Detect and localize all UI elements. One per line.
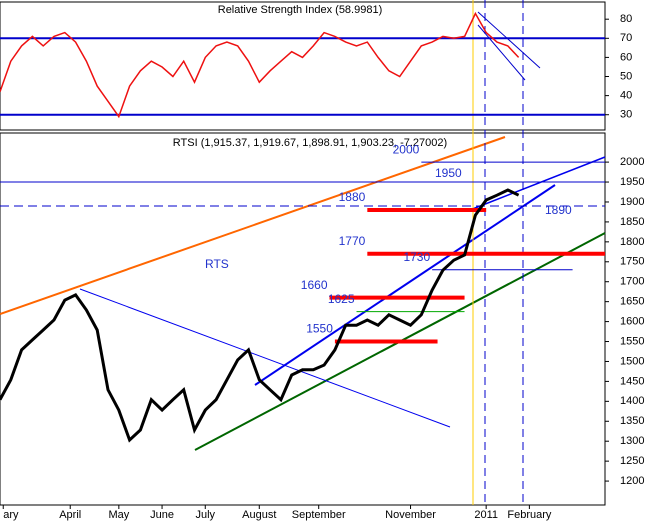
level-label: 1880 [339, 190, 366, 204]
y-tick-label: 40 [620, 90, 632, 102]
x-tick-label: April [59, 509, 81, 521]
x-tick-label: ary [3, 509, 19, 521]
y-tick-label: 1300 [620, 435, 644, 447]
level-label: 1730 [403, 250, 430, 264]
chart-label: RTS [205, 257, 229, 271]
y-tick-label: 1650 [620, 296, 644, 308]
price-title: RTSI (1,915.37, 1,919.67, 1,898.91, 1,90… [173, 137, 447, 149]
x-tick-label: 2011 [474, 509, 498, 521]
y-tick-label: 1450 [620, 375, 644, 387]
level-label: 1660 [301, 278, 328, 292]
data-line [0, 188, 520, 443]
trend-line [79, 288, 451, 428]
level-label: 1625 [328, 292, 355, 306]
y-tick-label: 1400 [620, 395, 644, 407]
trend-line [254, 184, 556, 386]
rsi-title: Relative Strength Index (58.9981) [218, 4, 383, 16]
y-tick-label: 1850 [620, 216, 644, 228]
y-tick-label: 1250 [620, 455, 644, 467]
level-label: 1770 [339, 234, 366, 248]
x-tick-label: June [150, 509, 174, 521]
level-label: 1950 [435, 166, 462, 180]
x-tick-label: February [507, 509, 552, 521]
y-tick-label: 2000 [620, 156, 644, 168]
y-tick-label: 1500 [620, 355, 644, 367]
y-tick-label: 70 [620, 32, 632, 44]
y-tick-label: 60 [620, 51, 632, 63]
y-tick-label: 1350 [620, 415, 644, 427]
y-tick-label: 1600 [620, 315, 644, 327]
y-tick-label: 1200 [620, 475, 644, 487]
y-tick-label: 1550 [620, 335, 644, 347]
y-tick-label: 1750 [620, 256, 644, 268]
trend-line [469, 156, 606, 211]
y-tick-label: 1800 [620, 236, 644, 248]
y-tick-label: 30 [620, 109, 632, 121]
x-tick-label: May [108, 509, 129, 521]
x-tick-label: November [385, 509, 436, 521]
data-line [0, 11, 520, 119]
y-tick-label: 50 [620, 70, 632, 82]
y-tick-label: 1700 [620, 276, 644, 288]
y-tick-label: 1950 [620, 176, 644, 188]
rsi-panel [0, 1, 606, 131]
x-tick-label: September [292, 509, 346, 521]
price-panel [0, 132, 606, 506]
level-label: 2000 [393, 142, 420, 156]
level-label: 1890 [545, 203, 572, 217]
y-tick-label: 80 [620, 13, 632, 25]
x-tick-label: August [242, 509, 276, 521]
channel-line [477, 24, 526, 81]
channel-line [477, 11, 541, 69]
x-tick-label: July [195, 509, 215, 521]
trend-line [0, 136, 506, 315]
level-label: 1550 [306, 322, 333, 336]
y-tick-label: 1900 [620, 196, 644, 208]
